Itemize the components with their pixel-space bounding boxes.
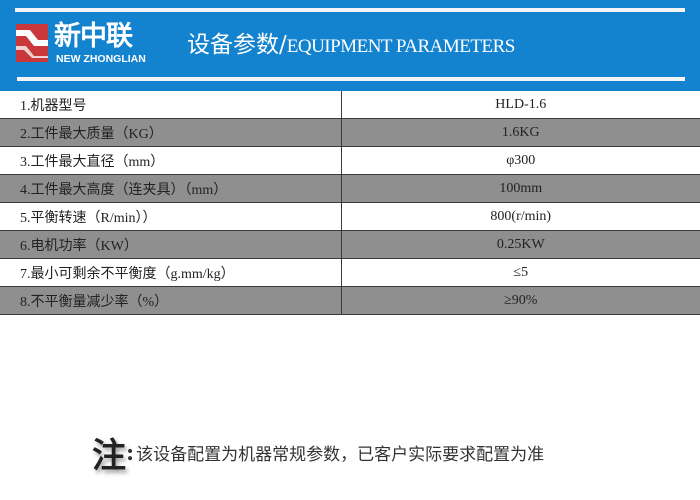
title-en: EQUIPMENT PARAMETERS bbox=[286, 36, 516, 57]
param-value: 100mm bbox=[341, 174, 700, 203]
param-value: ≤5 bbox=[341, 258, 700, 287]
param-label: 2.工件最大质量（KG） bbox=[0, 118, 342, 147]
param-label: 1.机器型号 bbox=[0, 91, 342, 119]
table-row: 7.最小可剩余不平衡度（g.mm/kg） ≤5 bbox=[0, 258, 700, 287]
param-label: 8.不平衡量减少率（%） bbox=[0, 286, 342, 315]
table-row: 8.不平衡量减少率（%） ≥90% bbox=[0, 286, 700, 315]
title-cn: 设备参数/ bbox=[187, 32, 287, 58]
param-label: 7.最小可剩余不平衡度（g.mm/kg） bbox=[0, 258, 342, 287]
header-bottom-rule bbox=[17, 77, 685, 81]
param-label: 5.平衡转速（R/min）） bbox=[0, 202, 342, 231]
table-row: 4.工件最大高度（连夹具）（mm） 100mm bbox=[0, 174, 700, 203]
param-label: 4.工件最大高度（连夹具）（mm） bbox=[0, 174, 342, 203]
logo-text-en: NEW ZHONGLIAN bbox=[56, 53, 146, 65]
logo-icon bbox=[16, 24, 48, 62]
param-label: 6.电机功率（KW） bbox=[0, 230, 342, 259]
logo-text-cn: 新中联 bbox=[54, 21, 133, 52]
header-top-rule bbox=[15, 8, 685, 12]
page-title: 设备参数/EQUIPMENT PARAMETERS bbox=[187, 30, 515, 62]
table-row: 2.工件最大质量（KG） 1.6KG bbox=[0, 118, 700, 147]
note-text: 该设备配置为机器常规参数，已客户实际要求配置为准 bbox=[136, 445, 545, 465]
param-value: 0.25KW bbox=[341, 230, 700, 259]
table-row: 1.机器型号 HLD-1.6 bbox=[0, 91, 700, 119]
param-value: HLD-1.6 bbox=[341, 91, 700, 119]
note-mark: 注 bbox=[92, 436, 126, 476]
header-banner: 新中联 NEW ZHONGLIAN 设备参数/EQUIPMENT PARAMET… bbox=[0, 0, 700, 91]
param-value: ≥90% bbox=[341, 286, 700, 315]
param-label: 3.工件最大直径（mm） bbox=[0, 146, 342, 175]
param-value: 1.6KG bbox=[341, 118, 700, 147]
table-row: 6.电机功率（KW） 0.25KW bbox=[0, 230, 700, 259]
note-colon: : bbox=[126, 439, 135, 466]
table-row: 5.平衡转速（R/min）） 800(r/min) bbox=[0, 202, 700, 231]
param-value: φ300 bbox=[341, 146, 700, 175]
table-row: 3.工件最大直径（mm） φ300 bbox=[0, 146, 700, 175]
parameters-table: 1.机器型号 HLD-1.6 2.工件最大质量（KG） 1.6KG 3.工件最大直径… bbox=[0, 91, 700, 315]
footnote: 注 : 该设备配置为机器常规参数，已客户实际要求配置为准 bbox=[92, 428, 544, 477]
param-value: 800(r/min) bbox=[341, 202, 700, 231]
